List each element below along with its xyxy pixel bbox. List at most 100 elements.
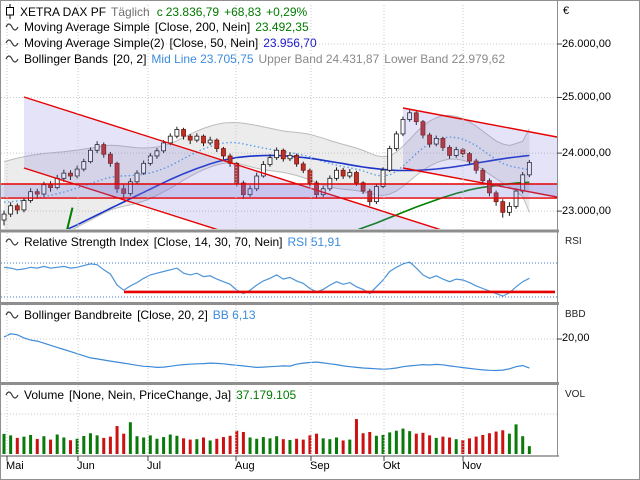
trend-channel-2-lower-line <box>402 167 557 198</box>
candle-body <box>467 153 472 162</box>
ma200-name: Moving Average Simple <box>24 20 150 34</box>
candle-body <box>81 161 87 170</box>
bollinger-mid-line <box>3 136 530 203</box>
candle-body <box>380 169 386 187</box>
volume-bar <box>368 431 372 454</box>
candle-body <box>360 182 366 192</box>
candle-body <box>440 138 446 148</box>
candle-body <box>407 112 413 120</box>
month-label: Jul <box>147 460 162 472</box>
ma200-header-row[interactable]: Moving Average Simple [Close, 200, Nein]… <box>5 20 309 34</box>
candle-body <box>214 139 220 149</box>
volume-bar <box>182 438 186 454</box>
price-change: +68,83 <box>224 4 262 19</box>
bollinger-band-fill <box>4 115 530 229</box>
candle-body <box>68 172 73 177</box>
candle-body <box>347 172 353 177</box>
volume-bar <box>22 436 26 454</box>
bollinger-header-row[interactable]: Bollinger Bands [20, 2] Mid Line 23.705,… <box>5 52 505 66</box>
bbd-axis-label: BBD <box>565 309 586 320</box>
candle-body <box>373 186 379 203</box>
volume-name: Volume <box>24 388 65 402</box>
panel-separator <box>1 382 559 385</box>
volume-bar <box>487 433 491 454</box>
candle-body <box>260 164 266 177</box>
instrument-header-row[interactable]: XETRA DAX PF Täglich c 23.836,79 +68,83 … <box>5 4 307 19</box>
candle-body <box>134 172 140 183</box>
indicator-squiggle-icon <box>5 54 19 64</box>
trend-channel-1-lower-line <box>23 167 218 229</box>
price-tick-label: 24.000,00 <box>562 146 611 159</box>
candle-body <box>201 135 206 144</box>
volume-bar <box>361 433 365 454</box>
month-label: Sep <box>310 460 330 472</box>
volume-bar <box>142 437 146 454</box>
volume-bar <box>288 440 292 454</box>
volume-bar <box>348 439 352 454</box>
candle-body <box>88 149 93 163</box>
candle-body <box>114 162 120 190</box>
candle-body <box>506 205 512 213</box>
candle-body <box>221 148 226 157</box>
candle-body <box>334 169 339 179</box>
volume-bar <box>441 436 445 454</box>
volume-bar <box>388 432 392 454</box>
volume-bar <box>374 435 378 454</box>
rsi-params: [Close, 14, 30, 70, Nein] <box>153 235 283 249</box>
candle-body <box>101 144 107 155</box>
volume-bar <box>394 430 398 454</box>
bollinger-params: [20, 2] <box>113 52 147 66</box>
candle-body <box>354 172 359 184</box>
candle-body <box>500 201 506 213</box>
rsi-name: Relative Strength Index <box>24 235 149 249</box>
candle-body <box>274 149 280 159</box>
ma50-line <box>65 154 530 229</box>
volume-bar <box>115 426 119 454</box>
candle-body <box>74 168 80 177</box>
candle-body <box>108 153 113 164</box>
month-label: Jun <box>77 460 95 472</box>
volume-bar <box>29 434 33 454</box>
volume-bar <box>55 434 59 454</box>
candle-body <box>28 191 34 201</box>
volume-bar <box>228 435 232 454</box>
volume-bar <box>354 419 358 454</box>
candle-body <box>207 139 213 144</box>
month-label: Aug <box>235 460 255 472</box>
volume-bar <box>434 437 438 454</box>
candle-body <box>493 192 499 203</box>
candle-body <box>127 181 133 194</box>
volume-bar <box>401 428 405 454</box>
indicator-squiggle-icon <box>5 310 19 320</box>
ma50-header-row[interactable]: Moving Average Simple(2) [Close, 50, Nei… <box>5 36 317 50</box>
candle-body <box>174 129 180 137</box>
candle-body <box>413 112 419 123</box>
volume-bar <box>454 439 458 454</box>
volume-bar <box>501 430 505 454</box>
volume-bar <box>527 446 531 454</box>
ma200-params: [Close, 200, Nein] <box>154 20 251 34</box>
candle-body <box>21 200 27 211</box>
candle-body <box>367 190 373 203</box>
bbd-header-row[interactable]: Bollinger Bandbreite [Close, 20, 2] BB 6… <box>5 308 256 322</box>
trend-channel-1-upper-line <box>23 96 441 229</box>
candle-body <box>287 154 293 160</box>
candle-body <box>393 133 399 149</box>
volume-bar <box>321 438 325 454</box>
month-label: Okt <box>383 460 401 472</box>
period-label[interactable]: Täglich <box>111 4 150 19</box>
ma200-value: 23.492,35 <box>255 20 309 34</box>
indicator-squiggle-icon <box>5 390 19 400</box>
volume-bar <box>275 436 279 454</box>
volume-bar <box>208 440 212 454</box>
candle-body <box>513 190 519 207</box>
volume-header-row[interactable]: Volume [None, Nein, PriceChange, Ja] 37.… <box>5 388 296 402</box>
price-axis-unit: € <box>563 5 570 17</box>
volume-bar <box>15 437 19 454</box>
volume-bar <box>514 424 518 454</box>
volume-bar <box>108 436 112 454</box>
bollinger-lower-value: Lower Band 22.979,62 <box>384 52 506 66</box>
rsi-header-row[interactable]: Relative Strength Index [Close, 14, 30, … <box>5 235 341 249</box>
